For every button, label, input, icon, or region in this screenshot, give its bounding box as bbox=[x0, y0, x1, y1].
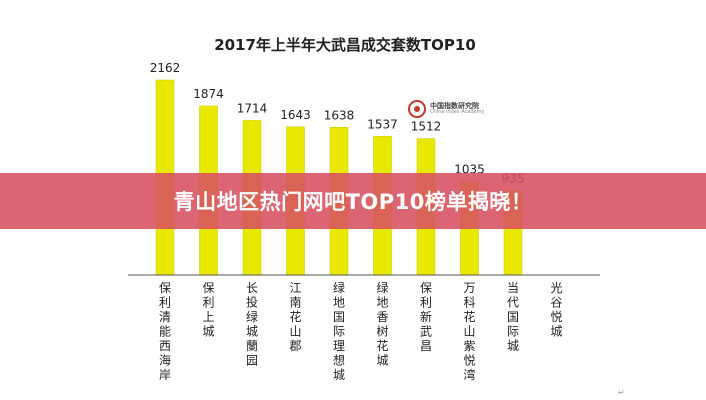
category-label-8: 万科花山紫悦湾 bbox=[463, 281, 475, 382]
value-label-3: 1714 bbox=[237, 101, 268, 115]
chart-title: 2017年上半年大武昌成交套数TOP10 bbox=[214, 36, 476, 54]
category-label-7: 保利新武昌 bbox=[420, 281, 432, 353]
category-label-5: 绿地国际理想城 bbox=[333, 280, 345, 382]
value-label-4: 1643 bbox=[280, 108, 311, 122]
category-labels-group: 保利清能西海岸 保利上城 长投绿城蘭园 江南花山郡 绿地国际理想城 绿地香树花城 保利新武昌… bbox=[159, 280, 563, 382]
category-label-6: 绿地香树花城 bbox=[376, 280, 388, 368]
logo-name-cn: 中国指数研究院 bbox=[430, 102, 479, 110]
category-label-1: 保利清能西海岸 bbox=[159, 281, 171, 382]
value-label-6: 1537 bbox=[367, 117, 398, 131]
category-label-2: 保利上城 bbox=[202, 281, 214, 339]
value-label-7: 1512 bbox=[411, 120, 442, 134]
category-label-3: 长投绿城蘭园 bbox=[246, 281, 258, 368]
headline-banner: 青山地区热门网吧TOP10榜单揭晓！ bbox=[0, 173, 706, 229]
value-label-1: 2162 bbox=[150, 61, 181, 75]
value-label-2: 1874 bbox=[193, 87, 224, 101]
logo-name-en: China Index Academy bbox=[430, 109, 485, 115]
category-label-10: 光谷悦城 bbox=[550, 281, 562, 339]
publisher-logo: 中国指数研究院 China Index Academy bbox=[408, 100, 484, 118]
category-label-4: 江南花山郡 bbox=[289, 281, 301, 353]
value-labels-group: 21621874171416431638153715121035935 bbox=[150, 61, 525, 186]
headline-text: 青山地区热门网吧TOP10榜单揭晓！ bbox=[173, 190, 533, 214]
value-label-5: 1638 bbox=[324, 108, 355, 122]
category-label-9: 当代国际城 bbox=[507, 281, 519, 353]
return-mark-icon: ↵ bbox=[618, 388, 625, 397]
logo-seal-icon bbox=[408, 100, 426, 118]
